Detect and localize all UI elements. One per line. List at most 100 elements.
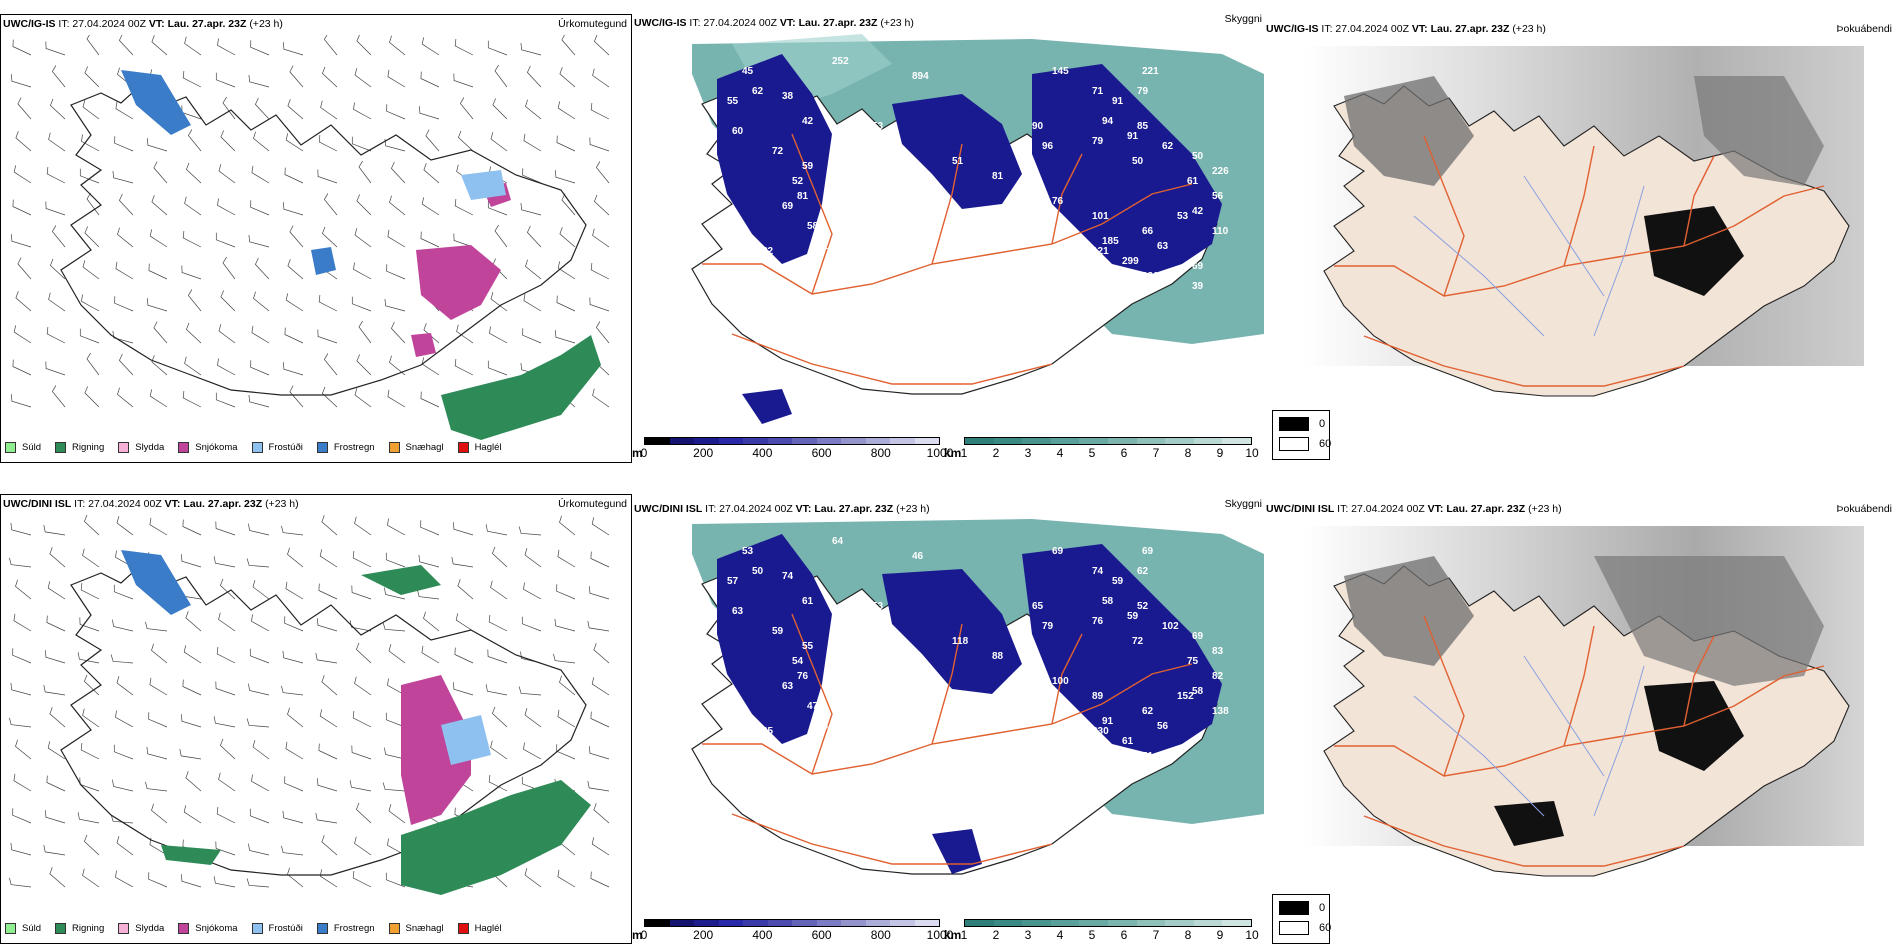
cloud-base-label: 62 (1162, 141, 1174, 152)
wind-barb (116, 836, 134, 856)
colorbar-tick: 7 (1152, 928, 1160, 942)
wind-barb (45, 810, 66, 824)
wind-barb (9, 557, 32, 568)
freezing-drizzle-area (441, 715, 491, 765)
cloud-base-label: 58 (807, 221, 819, 232)
cloud-base-label: 81 (992, 171, 1004, 182)
wind-barb (148, 872, 168, 888)
wind-barb (15, 739, 32, 760)
wind-barb (49, 867, 66, 888)
wind-barb (86, 352, 100, 376)
fog-map-1 (1304, 46, 1864, 397)
wind-barb (353, 262, 372, 280)
cloud-base-label: 59 (1112, 576, 1124, 587)
colorbar-tick: 600 (811, 928, 832, 942)
cloud-base-label: 42 (1192, 206, 1204, 217)
wind-barb (354, 388, 372, 408)
wind-barb (524, 868, 542, 888)
wind-barb (555, 330, 576, 344)
wind-barb (389, 195, 406, 216)
wind-barb (284, 327, 304, 344)
cloud-base-label: 69 (1052, 546, 1064, 557)
wind-barb (86, 35, 100, 56)
wind-barb (321, 226, 338, 248)
wind-barb (84, 226, 100, 248)
cloud-product-label-2: Skyggni (1224, 498, 1262, 510)
wind-barb (17, 257, 32, 280)
wind-barb (318, 294, 338, 312)
wind-barb (149, 677, 168, 696)
wind-barb (185, 322, 202, 344)
wind-barb (389, 35, 406, 56)
freezing-rain-area (121, 550, 191, 615)
wind-barb (80, 582, 100, 600)
cloud-panel-1: UWC/IG-IS IT: 27.04.2024 00Z VT: Lau. 27… (632, 10, 1264, 465)
wind-barb (526, 65, 542, 88)
wind-barb (555, 170, 576, 184)
wind-barb (354, 228, 372, 248)
wind-barb (184, 36, 202, 56)
wind-barb (490, 580, 508, 600)
cloud-base-label: 53 (872, 121, 884, 132)
fog-panel-2: UWC/DINI ISL IT: 27.04.2024 00Z VT: Lau.… (1264, 490, 1900, 945)
legend-swatch (178, 442, 190, 453)
wind-barb (358, 160, 372, 184)
wind-barb (217, 198, 236, 216)
cloud-base-label: 72 (1132, 636, 1144, 647)
cloud-base-label: 57 (727, 576, 739, 587)
wind-barb (454, 38, 474, 56)
wind-barb (590, 262, 610, 280)
wind-barb (593, 643, 610, 664)
wind-barb (283, 202, 304, 216)
wind-barb (494, 64, 508, 88)
wind-barb (423, 163, 440, 184)
wind-barb (317, 778, 338, 792)
wind-barb (593, 194, 610, 216)
wind-barb (593, 35, 610, 56)
wind-barb (321, 66, 338, 88)
wind-barb (145, 621, 168, 632)
legend-item: Snjókoma (178, 442, 238, 453)
wind-barb (45, 41, 66, 56)
legend-item: Snjókoma (178, 923, 238, 934)
wind-barb (248, 683, 270, 696)
precip-legend-1: Súld Rigning Slydda Snjókoma Frostúði Fr… (5, 442, 502, 453)
cloud-base-label: 252 (832, 56, 849, 67)
cloud-base-label: 48 (932, 366, 944, 377)
wind-barb (222, 96, 236, 120)
rain-area (441, 335, 601, 440)
wind-barb (323, 193, 338, 216)
legend-item: Haglél (457, 923, 502, 934)
colorbar-tick: 1 (960, 928, 968, 942)
wind-barb (82, 260, 100, 280)
wind-barb (591, 517, 610, 536)
cloud-base-label: 61 (837, 236, 849, 247)
cloud-base-label: 62 (752, 86, 764, 97)
wind-barb (181, 265, 202, 280)
wind-barb (45, 361, 66, 376)
colorbar-segment (841, 438, 866, 444)
low-cloud-area (892, 94, 1022, 209)
fog-legend-2: 0 60 (1272, 894, 1331, 944)
road-network (702, 133, 1193, 385)
wind-barb (51, 65, 66, 88)
cloud-panel-2: UWC/DINI ISL IT: 27.04.2024 00Z VT: Lau.… (632, 490, 1264, 945)
wind-barb (51, 225, 66, 248)
cloud-base-label: 91 (1102, 716, 1114, 727)
wind-barb (417, 589, 440, 600)
precip-product-label-1: Úrkomutegund (558, 18, 627, 30)
colorbar-segment (1022, 438, 1051, 444)
colorbar-tick: 600 (811, 446, 832, 460)
cloud-base-label: 111 (1062, 251, 1078, 262)
cloud-base-label: 96 (1042, 141, 1054, 152)
wind-barb (116, 516, 134, 536)
river-network (1413, 655, 1645, 817)
wind-barb (246, 718, 270, 728)
wind-barb (215, 392, 236, 408)
wind-barb (317, 169, 338, 184)
wind-barb (523, 742, 542, 760)
fog-legend-1: 0 60 (1272, 410, 1331, 460)
wind-barb (47, 741, 66, 760)
